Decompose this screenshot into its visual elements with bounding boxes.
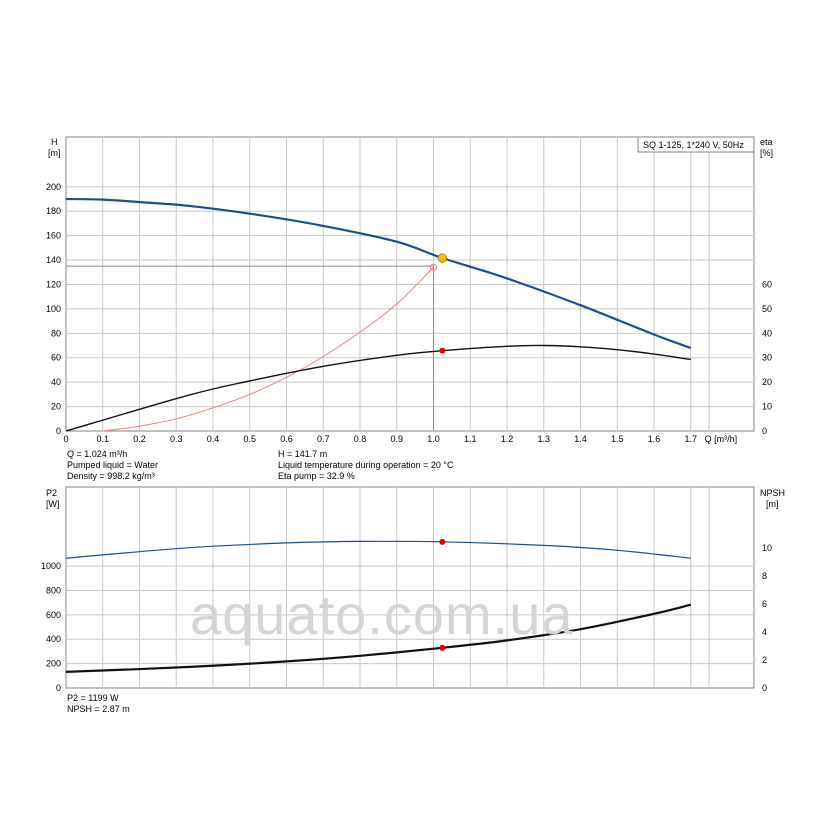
y-tick-label-head: 100 — [46, 304, 61, 314]
info-pumped-liquid: Pumped liquid = Water — [67, 460, 158, 470]
x-tick-label: 0.7 — [317, 434, 330, 444]
x-tick-label: 1.7 — [684, 434, 697, 444]
x-tick-label: 0 — [63, 434, 68, 444]
duty-point-p2-marker — [439, 538, 446, 545]
y-tick-label-p2: 400 — [46, 634, 61, 644]
x-tick-label: 0.5 — [243, 434, 256, 444]
model-label: SQ 1-125, 1*240 V, 50Hz — [643, 140, 744, 150]
y-axis-title-head: H — [51, 137, 58, 147]
info-head: H = 141.7 m — [278, 449, 328, 459]
y-axis-unit-head: [m] — [48, 148, 61, 158]
system-curve — [102, 267, 434, 432]
y-tick-label-npsh: 8 — [762, 571, 767, 581]
y-axis-unit-eta: [%] — [760, 148, 773, 158]
x-tick-label: 1.3 — [537, 434, 550, 444]
x-tick-label: 0.6 — [280, 434, 293, 444]
y-tick-label-head: 120 — [46, 279, 61, 289]
x-tick-label: 1.5 — [611, 434, 624, 444]
y-axis-unit-p2: [W] — [46, 499, 60, 509]
y-tick-label-head: 20 — [51, 402, 61, 412]
y-tick-label-npsh: 6 — [762, 599, 767, 609]
y-tick-label-p2: 800 — [46, 585, 61, 595]
info-flow: Q = 1.024 m³/h — [67, 449, 128, 459]
x-tick-label: 1.4 — [574, 434, 587, 444]
y-tick-label-head: 0 — [56, 426, 61, 436]
y-tick-label-eta: 0 — [762, 426, 767, 436]
y-tick-label-head: 80 — [51, 328, 61, 338]
x-tick-label: 1.2 — [501, 434, 514, 444]
y-axis-title-p2: P2 — [46, 488, 57, 498]
info-npsh: NPSH = 2.87 m — [67, 704, 130, 714]
y-axis-title-npsh: NPSH — [760, 488, 785, 498]
y-tick-label-eta: 20 — [762, 377, 772, 387]
y-tick-label-p2: 0 — [56, 683, 61, 693]
y-tick-label-eta: 10 — [762, 402, 772, 412]
power-curve — [65, 540, 691, 559]
y-tick-label-eta: 50 — [762, 304, 772, 314]
info-block-flow: Q = 1.024 m³/h Pumped liquid = Water Den… — [67, 449, 158, 482]
y-tick-label-head: 40 — [51, 377, 61, 387]
y-tick-label-eta: 60 — [762, 279, 772, 289]
x-tick-label: 1.1 — [464, 434, 477, 444]
info-block-power: P2 = 1199 W NPSH = 2.87 m — [67, 693, 130, 715]
x-tick-label: 0.1 — [96, 434, 109, 444]
x-tick-label: 0.4 — [207, 434, 220, 444]
system-curve-end-marker — [430, 263, 437, 271]
info-liquid-temperature: Liquid temperature during operation = 20… — [278, 460, 454, 470]
y-tick-label-eta: 30 — [762, 353, 772, 363]
y-tick-label-head: 60 — [51, 353, 61, 363]
x-axis-title: Q [m³/h] — [705, 434, 738, 444]
info-density: Density = 998.2 kg/m³ — [67, 471, 155, 481]
y-axis-unit-npsh: [m] — [766, 499, 779, 509]
y-tick-label-npsh: 0 — [762, 683, 767, 693]
efficiency-curve — [65, 344, 691, 432]
y-tick-label-p2: 600 — [46, 610, 61, 620]
duty-point-eta-marker — [439, 347, 446, 354]
y-tick-label-p2: 200 — [46, 659, 61, 669]
y-axis-title-eta: eta — [760, 137, 773, 147]
lower-plot-frame — [65, 486, 755, 689]
y-tick-label-eta: 40 — [762, 328, 772, 338]
y-tick-label-head: 160 — [46, 231, 61, 241]
x-tick-label: 0.9 — [390, 434, 403, 444]
x-tick-label: 0.3 — [170, 434, 183, 444]
x-tick-label: 1.6 — [648, 434, 661, 444]
y-tick-label-npsh: 2 — [762, 655, 767, 665]
y-tick-label-head: 180 — [46, 206, 61, 216]
info-eta-pump: Eta pump = 32.9 % — [278, 471, 355, 481]
npsh-curve — [65, 603, 692, 673]
model-label-box — [637, 136, 755, 153]
x-tick-label: 0.8 — [354, 434, 367, 444]
duty-point-head-marker — [437, 253, 447, 263]
y-tick-label-p2: 1000 — [41, 561, 61, 571]
watermark: aquato.com.ua — [190, 583, 574, 646]
x-tick-label: 1.0 — [427, 434, 440, 444]
y-tick-label-head: 140 — [46, 255, 61, 265]
info-p2: P2 = 1199 W — [67, 693, 119, 703]
head-curve — [65, 197, 692, 350]
info-block-head: H = 141.7 m Liquid temperature during op… — [278, 449, 453, 482]
duty-point-npsh-marker — [439, 644, 446, 651]
y-tick-label-npsh: 4 — [762, 627, 767, 637]
y-tick-label-head: 200 — [46, 182, 61, 192]
x-tick-label: 0.2 — [133, 434, 146, 444]
y-tick-label-npsh: 10 — [762, 543, 772, 553]
